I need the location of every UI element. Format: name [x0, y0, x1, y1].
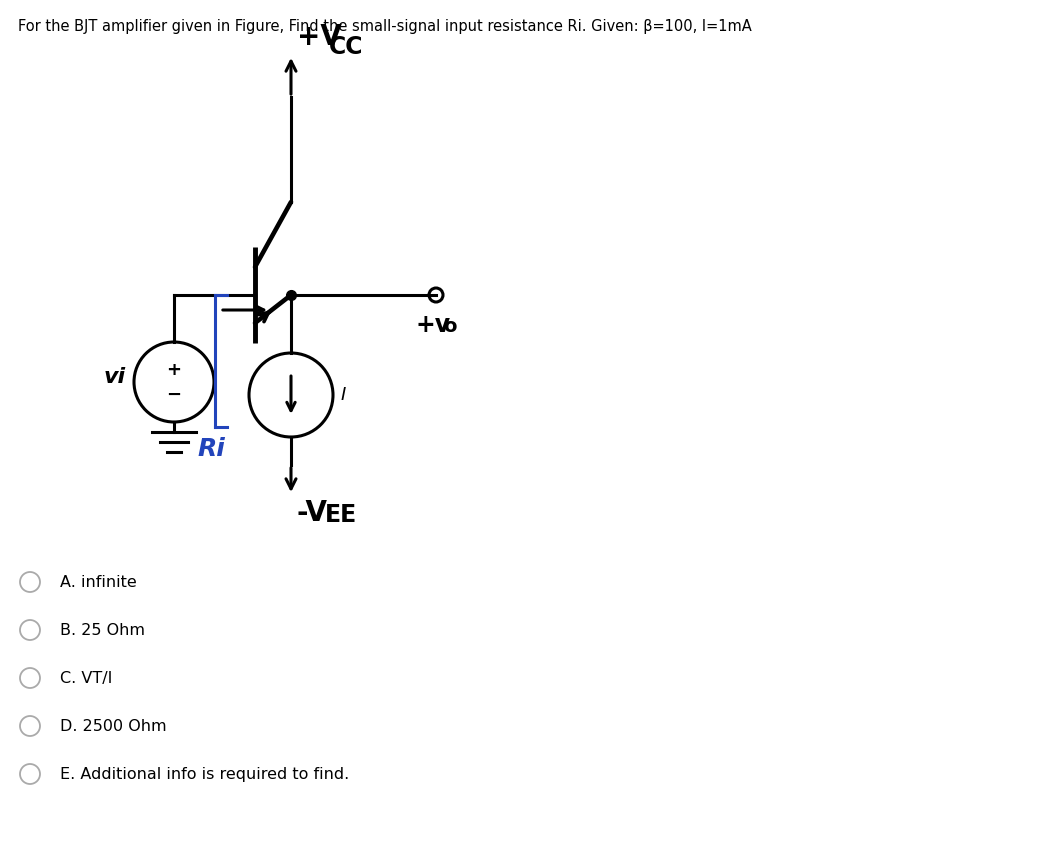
Text: A. infinite: A. infinite: [60, 574, 137, 590]
Text: I: I: [341, 386, 346, 404]
Text: Ri: Ri: [197, 437, 225, 461]
Text: -V: -V: [297, 499, 328, 527]
Text: D. 2500 Ohm: D. 2500 Ohm: [60, 718, 166, 734]
Text: CC: CC: [329, 35, 364, 59]
Text: B. 25 Ohm: B. 25 Ohm: [60, 623, 145, 638]
Text: EE: EE: [325, 503, 358, 527]
Text: +: +: [166, 361, 182, 379]
Text: +v: +v: [416, 313, 451, 337]
Text: vi: vi: [104, 367, 126, 387]
Text: +V: +V: [297, 23, 342, 51]
Text: C. VT/I: C. VT/I: [60, 671, 112, 685]
Text: For the BJT amplifier given in Figure, Find the small-signal input resistance Ri: For the BJT amplifier given in Figure, F…: [18, 19, 752, 34]
Text: E. Additional info is required to find.: E. Additional info is required to find.: [60, 767, 349, 782]
Text: −: −: [166, 386, 182, 404]
Text: o: o: [444, 317, 456, 336]
